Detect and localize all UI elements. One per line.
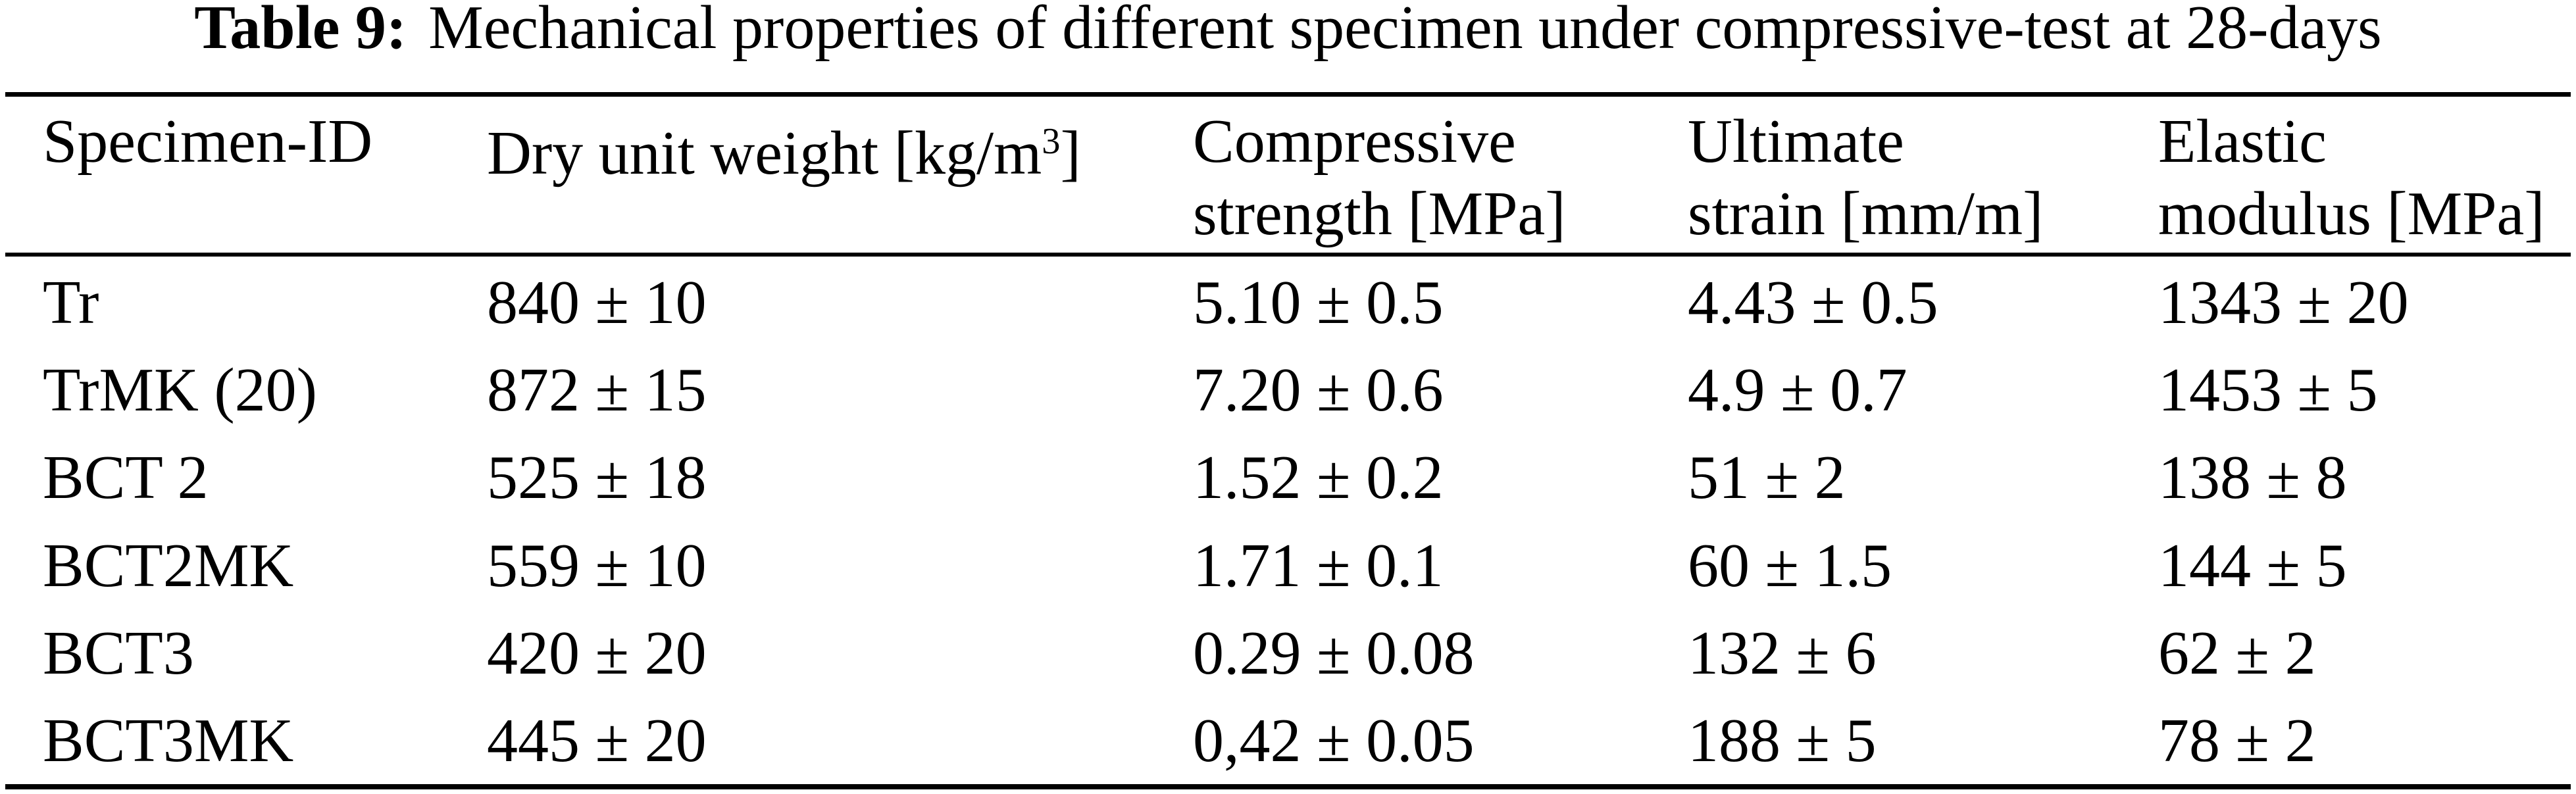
cell-compressive-strength: 0.29 ± 0.08: [1193, 619, 1475, 687]
header-elastic-modulus: Elastic modulus [MPa]: [2158, 105, 2545, 250]
cell-ultimate-strain: 60 ± 1.5: [1688, 532, 1892, 600]
header-elastic-modulus-line2: modulus [MPa]: [2158, 180, 2545, 248]
cell-compressive-strength: 1.71 ± 0.1: [1193, 532, 1444, 600]
cell-compressive-strength: 0,42 ± 0.05: [1193, 707, 1475, 775]
table-caption-label: Table 9:: [194, 0, 407, 62]
header-elastic-modulus-line1: Elastic: [2158, 107, 2327, 176]
cell-dry-unit-weight: 559 ± 10: [487, 532, 707, 600]
cell-compressive-strength: 1.52 ± 0.2: [1193, 443, 1444, 512]
cell-dry-unit-weight: 872 ± 15: [487, 356, 707, 424]
cell-specimen-id: Tr: [43, 268, 99, 337]
cell-dry-unit-weight: 840 ± 10: [487, 268, 707, 337]
cell-compressive-strength: 5.10 ± 0.5: [1193, 268, 1444, 337]
table-header-rule: [5, 253, 2571, 257]
cell-elastic-modulus: 138 ± 8: [2158, 443, 2347, 512]
cell-elastic-modulus: 62 ± 2: [2158, 619, 2316, 687]
table-row: BCT 2 525 ± 18 1.52 ± 0.2 51 ± 2 138 ± 8: [0, 447, 2576, 534]
table-row: BCT3MK 445 ± 20 0,42 ± 0.05 188 ± 5 78 ±…: [0, 710, 2576, 794]
cell-dry-unit-weight: 445 ± 20: [487, 707, 707, 775]
cell-specimen-id: BCT3MK: [43, 707, 294, 775]
cell-dry-unit-weight: 420 ± 20: [487, 619, 707, 687]
cell-ultimate-strain: 132 ± 6: [1688, 619, 1877, 687]
cell-ultimate-strain: 188 ± 5: [1688, 707, 1877, 775]
header-ultimate-strain: Ultimate strain [mm/m]: [1688, 105, 2043, 250]
header-dry-unit-weight-superscript: 3: [1042, 121, 1061, 162]
table-row: Tr 840 ± 10 5.10 ± 0.5 4.43 ± 0.5 1343 ±…: [0, 272, 2576, 359]
cell-specimen-id: BCT3: [43, 619, 194, 687]
header-compressive-strength: Compressive strength [MPa]: [1193, 105, 1566, 250]
header-specimen-id-line1: Specimen-ID: [43, 107, 373, 176]
cell-specimen-id: TrMK (20): [43, 356, 317, 424]
table-row: TrMK (20) 872 ± 15 7.20 ± 0.6 4.9 ± 0.7 …: [0, 359, 2576, 447]
cell-ultimate-strain: 4.9 ± 0.7: [1688, 356, 1907, 424]
cell-elastic-modulus: 144 ± 5: [2158, 532, 2347, 600]
header-dry-unit-weight-prefix: Dry unit weight [kg/m: [487, 119, 1042, 188]
header-dry-unit-weight-suffix: ]: [1060, 119, 1081, 188]
cell-specimen-id: BCT2MK: [43, 532, 294, 600]
table-caption-text: Mechanical properties of different speci…: [428, 0, 2382, 62]
table-row: BCT2MK 559 ± 10 1.71 ± 0.1 60 ± 1.5 144 …: [0, 535, 2576, 622]
cell-elastic-modulus: 1453 ± 5: [2158, 356, 2378, 424]
table-bottom-rule: [5, 784, 2571, 789]
table-caption: Table 9: Mechanical properties of differe…: [0, 0, 2576, 63]
header-compressive-strength-line2: strength [MPa]: [1193, 180, 1566, 248]
cell-elastic-modulus: 1343 ± 20: [2158, 268, 2409, 337]
cell-compressive-strength: 7.20 ± 0.6: [1193, 356, 1444, 424]
header-ultimate-strain-line2: strain [mm/m]: [1688, 180, 2044, 248]
cell-ultimate-strain: 4.43 ± 0.5: [1688, 268, 1938, 337]
header-specimen-id: Specimen-ID: [43, 105, 372, 178]
header-ultimate-strain-line1: Ultimate: [1688, 107, 1904, 176]
table-row: BCT3 420 ± 20 0.29 ± 0.08 132 ± 6 62 ± 2: [0, 622, 2576, 710]
cell-ultimate-strain: 51 ± 2: [1688, 443, 1846, 512]
cell-elastic-modulus: 78 ± 2: [2158, 707, 2316, 775]
table-top-rule: [5, 92, 2571, 97]
header-compressive-strength-line1: Compressive: [1193, 107, 1516, 176]
header-dry-unit-weight: Dry unit weight [kg/m3]: [487, 105, 1081, 189]
cell-dry-unit-weight: 525 ± 18: [487, 443, 707, 512]
cell-specimen-id: BCT 2: [43, 443, 209, 512]
